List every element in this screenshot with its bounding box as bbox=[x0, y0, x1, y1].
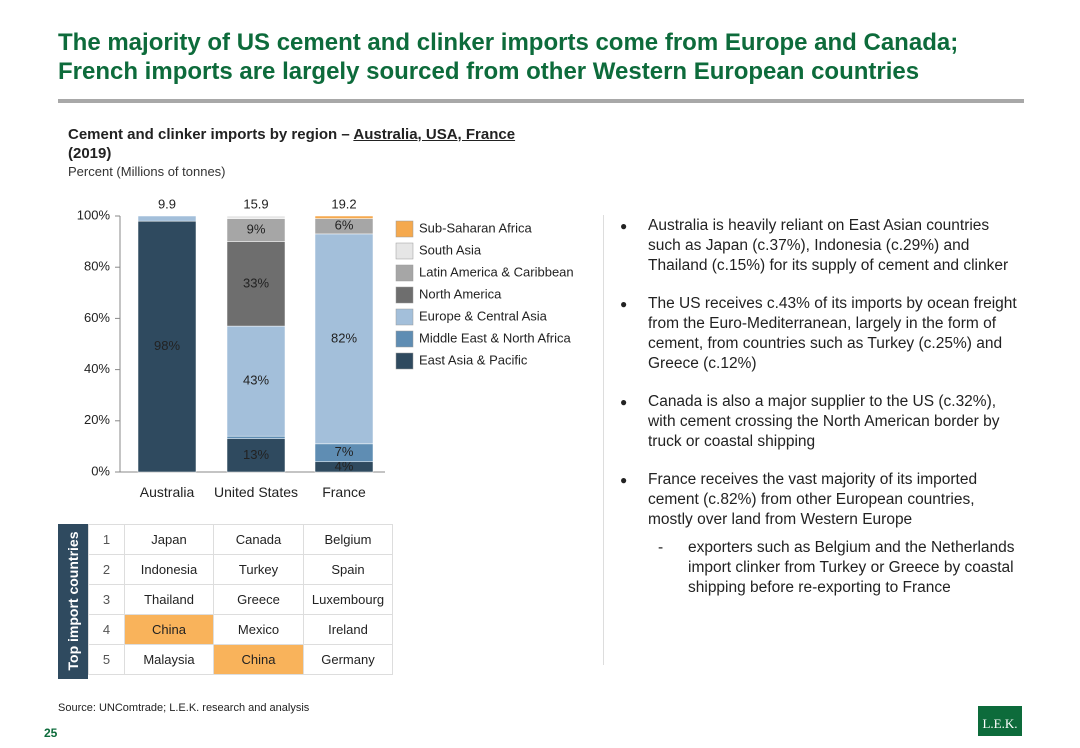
y-tick-label: 20% bbox=[84, 412, 110, 427]
legend-label: Latin America & Caribbean bbox=[419, 264, 574, 279]
bar-segment bbox=[226, 435, 286, 439]
value-label: 43% bbox=[243, 373, 269, 388]
value-label: 82% bbox=[331, 330, 357, 345]
country-cell: Turkey bbox=[213, 554, 304, 585]
value-label: 98% bbox=[154, 338, 180, 353]
country-cell: Germany bbox=[303, 644, 393, 675]
table-row: 1 Japan Canada Belgium bbox=[58, 524, 393, 555]
country-cell: China bbox=[124, 614, 214, 645]
total-label: 15.9 bbox=[243, 196, 268, 211]
bullet: France receives the vast majority of its… bbox=[620, 470, 1020, 598]
country-cell: Japan bbox=[124, 524, 214, 555]
chart: 0% 20% 40% 60% 80% 100% 98% 9.9 13% 43% 33% 9% 15.9 4… bbox=[77, 196, 574, 478]
country-cell: Canada bbox=[213, 524, 304, 555]
x-tick-label: Australia bbox=[139, 484, 195, 500]
divider bbox=[603, 215, 604, 665]
x-tick-label: France bbox=[322, 484, 366, 500]
bullet-text: The US receives c.43% of its imports by … bbox=[648, 295, 1017, 372]
country-cell: Ireland bbox=[303, 614, 393, 645]
chart-title-countries: Australia, USA, France bbox=[353, 126, 516, 143]
bullets: Australia is heavily reliant on East Asi… bbox=[620, 216, 1020, 616]
y-tick-label: 0% bbox=[91, 463, 110, 478]
legend-swatch bbox=[395, 242, 414, 260]
table-row: 4 China Mexico Ireland bbox=[58, 614, 393, 645]
rank-cell: 2 bbox=[88, 554, 125, 585]
table-row: 3 Thailand Greece Luxembourg bbox=[58, 584, 393, 615]
title-rule bbox=[58, 99, 1024, 103]
x-tick-label: United States bbox=[213, 484, 299, 500]
total-label: 19.2 bbox=[331, 196, 356, 211]
rank-cell: 1 bbox=[88, 524, 125, 555]
legend-label: Sub-Saharan Africa bbox=[419, 220, 533, 235]
country-cell: Malaysia bbox=[124, 644, 214, 675]
country-cell: Mexico bbox=[213, 614, 304, 645]
bar-segment bbox=[137, 220, 197, 473]
legend-label: Europe & Central Asia bbox=[419, 308, 548, 323]
table-side-cell bbox=[58, 525, 89, 675]
bullet: Canada is also a major supplier to the U… bbox=[620, 392, 1020, 452]
chart-title: Cement and clinker imports by region – A… bbox=[68, 125, 515, 163]
country-cell: Thailand bbox=[124, 584, 214, 615]
bar-segment bbox=[314, 215, 374, 219]
country-cell: Luxembourg bbox=[303, 584, 393, 615]
bullet: The US receives c.43% of its imports by … bbox=[620, 294, 1020, 374]
sub-bullet: exporters such as Belgium and the Nether… bbox=[648, 538, 1020, 598]
legend-label: Middle East & North Africa bbox=[419, 330, 571, 345]
bullet-text: Canada is also a major supplier to the U… bbox=[648, 393, 1000, 450]
legend-label: North America bbox=[419, 286, 502, 301]
legend-swatch bbox=[395, 286, 414, 304]
rank-cell: 3 bbox=[88, 584, 125, 615]
chart-subtitle: Percent (Millions of tonnes) bbox=[68, 164, 226, 179]
value-label: 33% bbox=[243, 275, 269, 290]
bar-segment bbox=[314, 233, 374, 445]
value-label: 7% bbox=[335, 444, 354, 459]
chart-title-year: (2019) bbox=[68, 145, 112, 162]
legend-swatch bbox=[395, 264, 414, 282]
country-cell: Indonesia bbox=[124, 554, 214, 585]
y-tick-label: 60% bbox=[84, 310, 110, 325]
source: Source: UNComtrade; L.E.K. research and … bbox=[58, 702, 310, 714]
value-label: 13% bbox=[243, 447, 269, 462]
country-cell: Spain bbox=[303, 554, 393, 585]
legend-swatch bbox=[395, 220, 414, 238]
total-label: 9.9 bbox=[158, 196, 176, 211]
legend-swatch bbox=[395, 330, 414, 348]
table-row: 2 Indonesia Turkey Spain bbox=[58, 554, 393, 585]
bullet: Australia is heavily reliant on East Asi… bbox=[620, 216, 1020, 276]
y-tick-label: 100% bbox=[77, 207, 111, 222]
bullet-text: Australia is heavily reliant on East Asi… bbox=[648, 217, 1009, 274]
bar-segment bbox=[226, 438, 286, 473]
value-label: 6% bbox=[335, 218, 354, 233]
value-label: 4% bbox=[335, 458, 354, 473]
bar-segment bbox=[226, 215, 286, 219]
bar-segment bbox=[137, 215, 197, 222]
legend-label: East Asia & Pacific bbox=[419, 352, 528, 367]
y-tick-label: 80% bbox=[84, 259, 110, 274]
rank-cell: 4 bbox=[88, 614, 125, 645]
logo: L.E.K. bbox=[978, 706, 1022, 736]
legend-swatch bbox=[395, 308, 414, 326]
table-side-label: Top import countries bbox=[58, 524, 88, 679]
bar-segment bbox=[226, 325, 286, 437]
rank-cell: 5 bbox=[88, 644, 125, 675]
value-label: 9% bbox=[247, 222, 266, 237]
slide-title: The majority of US cement and clinker im… bbox=[58, 29, 959, 85]
import-table: 1 Japan Canada Belgium 2 Indonesia Turkey Spain… bbox=[58, 524, 393, 675]
table-row: 5 Malaysia China Germany bbox=[58, 644, 393, 675]
legend-swatch bbox=[395, 352, 414, 370]
legend-label: South Asia bbox=[419, 242, 482, 257]
country-cell: Belgium bbox=[303, 524, 393, 555]
bullet-text: France receives the vast majority of its… bbox=[648, 471, 978, 528]
country-cell: China bbox=[213, 644, 304, 675]
chart-title-text: Cement and clinker imports by region – bbox=[68, 126, 350, 143]
y-tick-label: 40% bbox=[84, 361, 110, 376]
page-number: 25 bbox=[44, 726, 58, 740]
country-cell: Greece bbox=[213, 584, 304, 615]
